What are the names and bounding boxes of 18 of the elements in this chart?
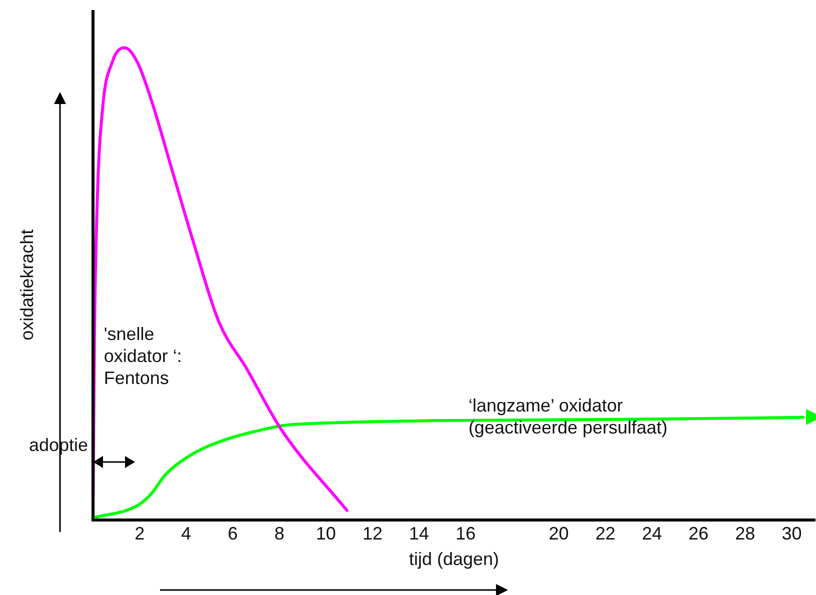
x-axis-title: tijd (dagen) <box>408 549 500 570</box>
x-tick-label: 14 <box>409 524 430 544</box>
x-tick-label: 8 <box>274 524 284 544</box>
x-tick-label: 4 <box>181 524 192 544</box>
series-label: ‘langzame’ oxidator (geactiveerde persulfaat) <box>468 395 668 438</box>
x-tick-label: 30 <box>782 524 802 544</box>
x-tick-label: 10 <box>316 524 336 544</box>
x-tick-label: 20 <box>548 524 569 544</box>
x-tick-label: 2 <box>134 524 145 544</box>
x-tick-label: 16 <box>456 524 476 544</box>
x-tick-label: 6 <box>228 524 238 544</box>
x-tick-label: 24 <box>642 524 662 544</box>
x-tick-label: 22 <box>595 524 616 544</box>
x-tick-label: 28 <box>735 524 756 544</box>
x-tick-label: 26 <box>688 524 709 544</box>
x-tick-label: 12 <box>362 524 382 544</box>
y-axis-title: oxidatiekracht <box>16 229 37 340</box>
series-label: 'snelle oxidator ‘: Fentons <box>104 324 182 388</box>
